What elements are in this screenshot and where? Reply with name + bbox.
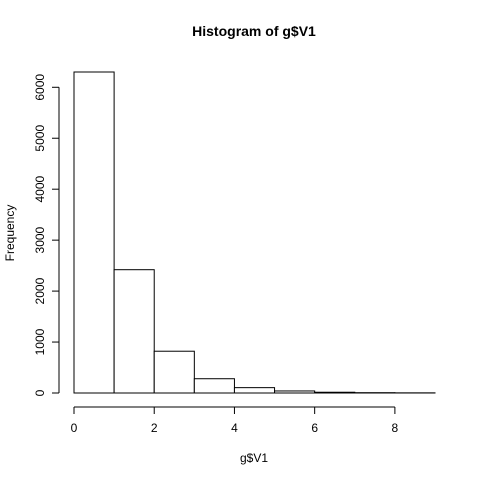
histogram-bar-2 bbox=[153, 350, 195, 394]
y-tick-label-4: 4000 bbox=[33, 176, 47, 203]
histogram-bar-0 bbox=[73, 71, 115, 394]
y-tick-label-1: 1000 bbox=[33, 328, 47, 355]
y-tick-label-2: 2000 bbox=[33, 277, 47, 304]
x-tick-label-2: 4 bbox=[231, 421, 238, 435]
x-tick-label-1: 2 bbox=[151, 421, 158, 435]
bars-group bbox=[73, 71, 436, 394]
chart-title: Histogram of g$V1 bbox=[192, 23, 316, 39]
x-axis-label: g$V1 bbox=[240, 451, 268, 465]
histogram-bar-6 bbox=[314, 391, 356, 394]
y-tick-label-6: 6000 bbox=[33, 74, 47, 101]
histogram-bar-3 bbox=[193, 378, 235, 394]
y-axis-label: Frequency bbox=[3, 205, 17, 262]
y-tick-label-5: 5000 bbox=[33, 125, 47, 152]
x-tick-label-4: 8 bbox=[392, 421, 399, 435]
histogram-bar-5 bbox=[274, 390, 316, 394]
y-axis: 0 1000 2000 3000 4000 5000 6000 bbox=[33, 74, 60, 396]
histogram-bar-4 bbox=[233, 387, 276, 394]
x-axis: 0 2 4 6 8 bbox=[71, 406, 399, 435]
x-tick-label-0: 0 bbox=[71, 421, 78, 435]
y-tick-label-0: 0 bbox=[33, 389, 47, 396]
x-tick-label-3: 6 bbox=[311, 421, 318, 435]
y-tick-label-3: 3000 bbox=[33, 226, 47, 253]
histogram-bar-1 bbox=[113, 269, 155, 394]
